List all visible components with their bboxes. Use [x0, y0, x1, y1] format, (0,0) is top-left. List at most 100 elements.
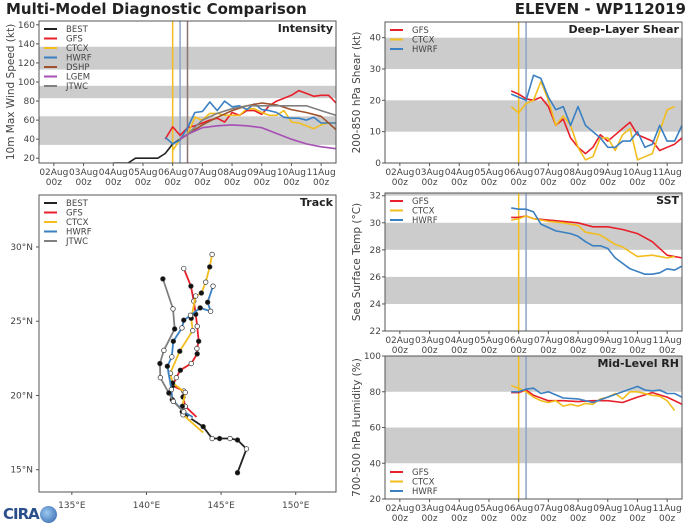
x-tick-label: 03Aug	[415, 168, 444, 178]
y-tick-label: 20	[370, 495, 382, 505]
track-marker	[234, 470, 241, 476]
y-tick-label: 120	[18, 59, 35, 69]
track-marker	[177, 348, 183, 354]
x-tick-label: 09Aug	[593, 168, 622, 178]
legend-label: JTWC	[65, 237, 88, 247]
shaded-band	[385, 356, 682, 392]
series-line-ctcx	[511, 215, 675, 259]
x-tick-label: 00z	[511, 178, 527, 188]
x-tick-label: 07Aug	[188, 168, 217, 178]
track-marker	[207, 308, 214, 314]
intensity-plot	[39, 21, 336, 163]
x-tick-label: 00z	[283, 178, 299, 188]
x-tick-label: 08Aug	[564, 336, 593, 346]
logo-text: CIRA	[3, 505, 40, 523]
track-marker	[179, 325, 185, 331]
x-tick-label: 00z	[629, 514, 645, 524]
x-tick-label: 00z	[75, 178, 91, 188]
track-marker	[170, 338, 176, 344]
y-tick-label: 0	[375, 159, 381, 169]
x-tick-label: 00z	[451, 178, 467, 188]
legend-label: BEST	[66, 199, 89, 209]
track-marker	[164, 363, 171, 369]
legend-label: HWRF	[66, 54, 92, 64]
shaded-band	[385, 37, 682, 69]
series-line-hwrf	[511, 385, 682, 404]
x-tick-label: 03Aug	[415, 336, 444, 346]
x-tick-label: 09Aug	[247, 168, 276, 178]
series-line-ctcx	[510, 384, 676, 411]
track-marker	[160, 276, 166, 282]
x-tick-label: 04Aug	[99, 168, 128, 178]
track-marker	[197, 305, 203, 311]
track-marker	[169, 354, 175, 360]
x-tick-label: 00z	[392, 346, 408, 356]
x-tick-label: 09Aug	[593, 504, 622, 514]
x-tick-label: 00z	[421, 346, 437, 356]
track-marker	[157, 375, 163, 381]
x-tick-label: 10Aug	[277, 168, 306, 178]
y-axis-label: 700-500 hPa Humidity (%)	[351, 358, 363, 497]
series-line-gfs	[164, 89, 336, 140]
x-tick-label: 00z	[659, 178, 675, 188]
x-tick-label: 00z	[135, 178, 151, 188]
x-tick-label: 02Aug	[385, 168, 414, 178]
legend-label: CTCX	[412, 478, 435, 488]
x-tick-label: 06Aug	[504, 336, 533, 346]
legend-label: HWRF	[66, 228, 92, 238]
x-tick-label: 00z	[105, 178, 121, 188]
track-marker	[194, 351, 200, 357]
x-tick-label: 09Aug	[593, 336, 622, 346]
track-marker	[188, 360, 194, 367]
y-tick-label: 30°N	[10, 243, 33, 253]
track-marker	[200, 424, 206, 430]
x-tick-label: 00z	[313, 178, 329, 188]
track-marker	[194, 323, 200, 329]
x-tick-label: 08Aug	[564, 504, 593, 514]
x-tick-label: 11Aug	[653, 168, 682, 178]
x-tick-label: 05Aug	[474, 504, 503, 514]
x-tick-label: 00z	[254, 178, 270, 188]
track-marker	[157, 360, 163, 367]
x-tick-label: 00z	[659, 514, 675, 524]
y-tick-label: 60	[370, 424, 382, 434]
x-tick-label: 07Aug	[534, 168, 563, 178]
x-tick-label: 145°E	[207, 501, 235, 511]
track-marker	[190, 327, 196, 334]
x-tick-label: 00z	[421, 178, 437, 188]
storm-title: ELEVEN - WP112019	[514, 0, 686, 18]
x-tick-label: 11Aug	[653, 504, 682, 514]
x-tick-label: 00z	[451, 346, 467, 356]
track-marker	[187, 312, 194, 318]
legend-label: HWRF	[412, 216, 438, 226]
track-marker	[243, 446, 250, 452]
x-tick-label: 10Aug	[623, 168, 652, 178]
plot-frame	[38, 194, 337, 493]
track-marker	[209, 435, 215, 442]
x-tick-label: 00z	[600, 514, 616, 524]
legend-label: CTCX	[412, 36, 435, 46]
series-line-hwrf	[510, 74, 682, 149]
x-tick-label: 00z	[481, 514, 497, 524]
x-tick-label: 06Aug	[504, 168, 533, 178]
track-marker	[170, 398, 176, 405]
x-tick-label: 00z	[46, 178, 62, 188]
x-tick-label: 00z	[481, 346, 497, 356]
x-tick-label: 10Aug	[623, 504, 652, 514]
y-tick-label: 160	[18, 21, 35, 31]
x-tick-label: 11Aug	[307, 168, 336, 178]
track-marker	[194, 345, 200, 352]
legend-label: BEST	[66, 25, 89, 35]
legend-label: CTCX	[66, 44, 89, 54]
y-tick-label: 100	[364, 352, 381, 362]
x-tick-label: 00z	[511, 514, 527, 524]
track-marker	[196, 338, 202, 344]
track-marker	[181, 317, 187, 323]
legend-label: HWRF	[412, 45, 438, 55]
y-axis-label: 200-850 hPa Shear (kt)	[351, 32, 363, 154]
y-tick-label: 20°N	[10, 391, 33, 401]
track-marker	[168, 386, 175, 393]
page-title: Multi-Model Diagnostic Comparison	[6, 0, 307, 18]
x-tick-label: 00z	[659, 346, 675, 356]
track-marker	[173, 375, 179, 381]
